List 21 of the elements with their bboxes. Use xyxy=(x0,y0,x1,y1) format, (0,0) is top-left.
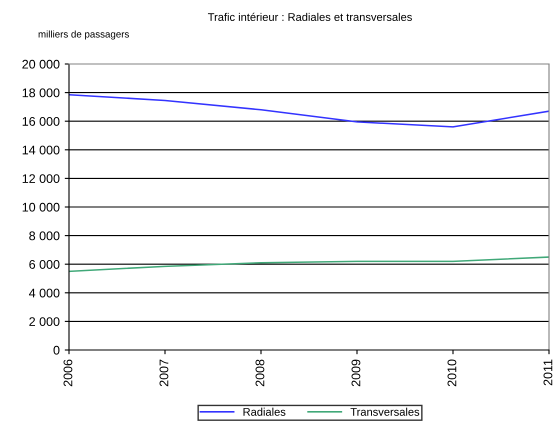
x-tick-label: 2008 xyxy=(256,360,264,386)
x-tick-label: 2006 xyxy=(64,360,72,386)
x-tick-label: 2007 xyxy=(160,360,168,386)
x-tick-label: 2009 xyxy=(352,360,360,386)
legend-label: Transversales xyxy=(350,408,420,416)
y-axis-title: milliers de passagers xyxy=(38,30,129,40)
y-tick-label: 20 000 xyxy=(22,60,60,69)
chart-title: Trafic intérieur : Radiales et transversales xyxy=(208,12,412,21)
legend-label: Radiales xyxy=(244,408,286,416)
x-tick-label: 2010 xyxy=(448,360,456,386)
y-tick-label: 16 000 xyxy=(22,117,60,126)
x-tick-label: 2011 xyxy=(544,360,552,386)
y-tick-label: 18 000 xyxy=(22,88,60,98)
y-tick-label: 4 000 xyxy=(28,288,60,298)
y-tick-label: 0 xyxy=(54,346,60,355)
y-tick-label: 10 000 xyxy=(22,202,60,212)
y-tick-label: 6 000 xyxy=(29,260,60,269)
y-tick-label: 14 000 xyxy=(22,146,60,154)
y-tick-label: 8 000 xyxy=(29,231,60,240)
y-tick-label: 2 000 xyxy=(29,317,60,326)
y-tick-label: 12 000 xyxy=(22,174,60,184)
